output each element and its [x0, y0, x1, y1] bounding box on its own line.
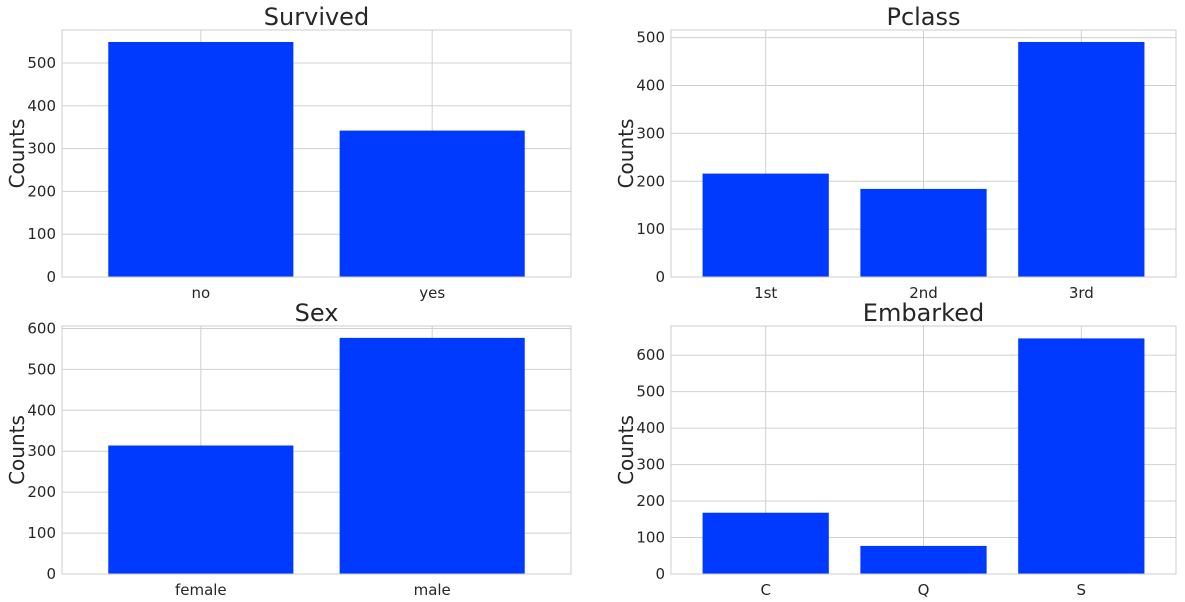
x-tick-label: S — [1077, 581, 1087, 599]
bar-c — [702, 512, 829, 574]
y-tick-label: 100 — [27, 524, 56, 542]
y-axis-label: Counts — [614, 415, 638, 485]
x-tick-label: C — [760, 581, 770, 599]
y-tick-label: 200 — [636, 172, 665, 190]
y-tick-label: 500 — [636, 383, 665, 401]
x-tick-label: no — [191, 284, 210, 302]
y-tick-label: 100 — [636, 529, 665, 547]
bar-2nd — [860, 188, 987, 277]
y-tick-label: 600 — [27, 319, 56, 337]
x-tick-label: 1st — [754, 284, 777, 302]
y-tick-label: 600 — [636, 346, 665, 364]
x-tick-label: male — [414, 581, 451, 599]
x-tick-label: yes — [419, 284, 445, 302]
y-tick-label: 400 — [636, 419, 665, 437]
plot-frame — [61, 29, 572, 278]
bar-q — [860, 545, 987, 574]
chart-embarked: 0 100 200 300 400 500 600 C Q S Embarked Counts — [614, 299, 1177, 599]
bar-female — [108, 445, 294, 574]
y-tick-label: 400 — [27, 97, 56, 115]
y-tick-label: 200 — [27, 182, 56, 200]
chart-pclass: 0 100 200 300 400 500 1st 2nd 3rd Pclass Counts — [614, 3, 1177, 302]
y-tick-label: 100 — [636, 220, 665, 238]
bar-s — [1018, 338, 1145, 574]
y-tick-label: 300 — [27, 140, 56, 158]
y-tick-label: 500 — [27, 54, 56, 72]
plot-frame — [670, 325, 1177, 575]
bar-3rd — [1018, 41, 1145, 277]
chart-title: Survived — [264, 3, 369, 31]
y-tick-label: 0 — [655, 565, 665, 583]
chart-title: Pclass — [886, 3, 960, 31]
y-tick-label: 300 — [636, 456, 665, 474]
y-tick-label: 100 — [27, 225, 56, 243]
x-tick-label: 3rd — [1069, 284, 1094, 302]
y-axis-label: Counts — [614, 119, 638, 189]
x-tick-label: Q — [918, 581, 930, 599]
y-tick-label: 400 — [636, 77, 665, 95]
y-tick-label: 0 — [46, 268, 56, 286]
chart-title: Sex — [295, 299, 339, 327]
y-tick-label: 300 — [27, 442, 56, 460]
chart-title: Embarked — [863, 299, 984, 327]
bar-yes — [339, 130, 525, 277]
x-tick-label: female — [175, 581, 227, 599]
y-axis-label: Counts — [5, 119, 29, 189]
y-tick-label: 200 — [27, 483, 56, 501]
chart-sex: 0 100 200 300 400 500 600 female male Sex Counts — [5, 299, 572, 599]
y-tick-label: 400 — [27, 401, 56, 419]
y-axis-label: Counts — [5, 415, 29, 485]
y-tick-label: 500 — [27, 360, 56, 378]
bar-male — [339, 337, 525, 574]
y-tick-label: 200 — [636, 492, 665, 510]
x-tick-label: 2nd — [909, 284, 938, 302]
bar-1st — [702, 173, 829, 277]
y-tick-label: 300 — [636, 124, 665, 142]
y-tick-label: 0 — [46, 565, 56, 583]
bar-no — [108, 41, 294, 278]
plot-frame — [670, 29, 1177, 278]
plot-frame — [61, 325, 572, 575]
chart-survived: 0 100 200 300 400 500 no yes Survived Counts — [5, 3, 572, 302]
y-tick-label: 0 — [655, 268, 665, 286]
y-tick-label: 500 — [636, 29, 665, 47]
